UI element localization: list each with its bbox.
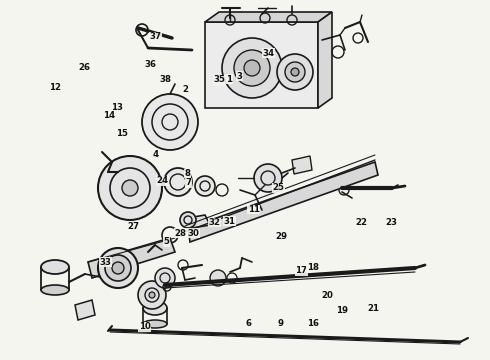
Text: 5: 5 [164, 238, 170, 247]
Polygon shape [88, 238, 175, 278]
Circle shape [155, 268, 175, 288]
Circle shape [285, 62, 305, 82]
Text: 24: 24 [157, 176, 169, 185]
Text: 32: 32 [209, 218, 221, 227]
Text: 9: 9 [277, 319, 283, 328]
Text: 7: 7 [186, 179, 192, 188]
Text: 1: 1 [226, 75, 232, 84]
Text: 33: 33 [99, 258, 111, 266]
Text: 38: 38 [160, 76, 172, 85]
Polygon shape [292, 156, 312, 174]
Text: 10: 10 [139, 323, 150, 331]
Circle shape [98, 156, 162, 220]
Text: 17: 17 [295, 266, 307, 275]
Text: 31: 31 [223, 217, 235, 226]
Text: 35: 35 [214, 76, 225, 85]
Text: 20: 20 [321, 291, 333, 300]
Text: 13: 13 [111, 103, 122, 112]
Text: 2: 2 [182, 85, 188, 94]
Circle shape [180, 212, 196, 228]
Circle shape [210, 270, 226, 286]
Ellipse shape [143, 301, 167, 315]
Text: 34: 34 [263, 49, 274, 58]
Circle shape [254, 164, 282, 192]
Circle shape [112, 262, 124, 274]
Circle shape [149, 292, 155, 298]
Circle shape [277, 54, 313, 90]
Circle shape [164, 168, 192, 196]
Circle shape [234, 50, 270, 86]
Text: 15: 15 [116, 130, 127, 139]
Circle shape [98, 248, 138, 288]
Text: 19: 19 [336, 306, 348, 315]
Text: 11: 11 [248, 205, 260, 214]
Text: 6: 6 [246, 319, 252, 328]
Circle shape [142, 94, 198, 150]
Circle shape [138, 281, 166, 309]
Circle shape [291, 68, 299, 76]
Text: 3: 3 [236, 72, 242, 81]
Polygon shape [188, 215, 210, 228]
Text: 16: 16 [307, 319, 318, 328]
Text: 27: 27 [127, 222, 139, 231]
Polygon shape [75, 300, 95, 320]
Text: 4: 4 [153, 150, 159, 158]
Circle shape [244, 60, 260, 76]
Text: 25: 25 [272, 184, 284, 193]
Polygon shape [318, 12, 332, 108]
Text: 21: 21 [368, 304, 379, 313]
Circle shape [122, 180, 138, 196]
Ellipse shape [41, 260, 69, 274]
Circle shape [195, 176, 215, 196]
Text: 26: 26 [78, 63, 90, 72]
Text: 36: 36 [145, 60, 157, 69]
Polygon shape [188, 162, 378, 242]
Text: 22: 22 [356, 218, 368, 227]
Polygon shape [205, 22, 318, 108]
Text: 28: 28 [174, 229, 186, 238]
Polygon shape [205, 12, 332, 22]
Text: 37: 37 [150, 32, 162, 41]
Text: 29: 29 [276, 233, 288, 242]
Text: 23: 23 [385, 218, 397, 227]
Ellipse shape [143, 320, 167, 328]
Circle shape [222, 38, 282, 98]
Text: 14: 14 [103, 112, 115, 121]
Text: 12: 12 [49, 83, 61, 92]
Ellipse shape [41, 285, 69, 295]
Circle shape [105, 255, 131, 281]
Text: 30: 30 [188, 229, 199, 238]
Text: 18: 18 [307, 263, 318, 271]
Text: 8: 8 [184, 169, 190, 178]
